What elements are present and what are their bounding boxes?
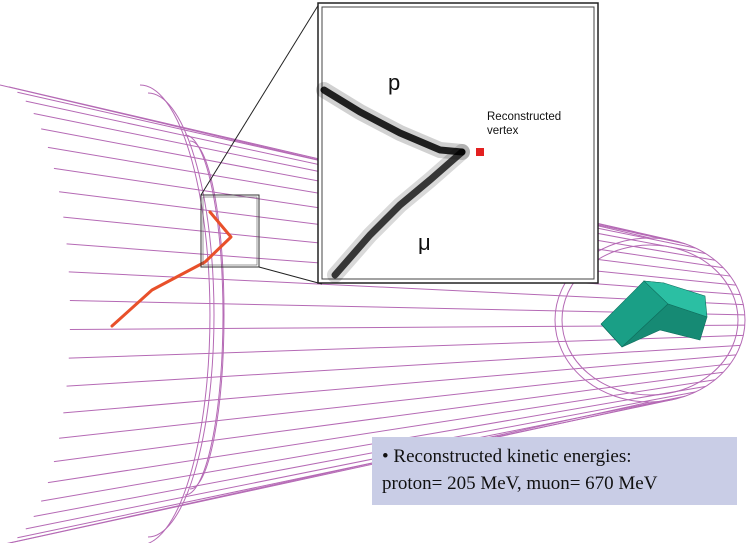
wireframe-longitudinal-line xyxy=(68,334,744,359)
wireframe-front-ring xyxy=(139,84,211,543)
wireframe-front-ring-inner xyxy=(147,92,215,538)
inset-muon-track xyxy=(331,148,466,279)
zoom-connector-bottom xyxy=(258,266,323,285)
wireframe-longitudinal-line xyxy=(66,344,741,387)
wireframe-back-ring-inner xyxy=(561,244,739,396)
wireframe-longitudinal-line xyxy=(33,391,696,518)
wireframe-longitudinal-line xyxy=(47,379,716,484)
wireframe-longitudinal-line xyxy=(59,363,731,439)
wireframe-longitudinal-line xyxy=(53,371,724,463)
reconstructed-track xyxy=(110,210,233,328)
arrow-top-face xyxy=(643,280,708,318)
zoom-connector-top xyxy=(200,3,320,196)
wireframe-mid-ring xyxy=(184,134,224,496)
info-line-2: proton= 205 MeV, muon= 670 MeV xyxy=(382,473,658,494)
info-line-1: • Reconstructed kinetic energies: xyxy=(382,446,632,467)
wireframe-mid-ring-inner xyxy=(189,140,225,490)
inset-muon-label: μ xyxy=(418,230,431,255)
zoom-region-box xyxy=(200,194,260,268)
wireframe-longitudinal-line xyxy=(6,401,651,543)
inset-muon-track-blur xyxy=(327,144,470,283)
inset-vertex-label-line1: Reconstructed xyxy=(487,111,561,123)
energy-info-box: • Reconstructed kinetic energies: proton… xyxy=(372,437,737,505)
inset-vertex-marker xyxy=(476,148,484,156)
beam-arrow-icon xyxy=(600,280,708,348)
inset-proton-track xyxy=(320,86,466,156)
wireframe-longitudinal-line xyxy=(63,354,737,414)
inset-proton-track-blur xyxy=(316,82,470,160)
inset-proton-label: p xyxy=(388,70,400,95)
arrow-front-face xyxy=(600,303,708,348)
zoom-region-box-inner xyxy=(202,196,258,266)
inset-zoom-panel: p μ Reconstructed vertex xyxy=(316,2,599,284)
inset-vertex-label-line2: vertex xyxy=(487,125,519,137)
